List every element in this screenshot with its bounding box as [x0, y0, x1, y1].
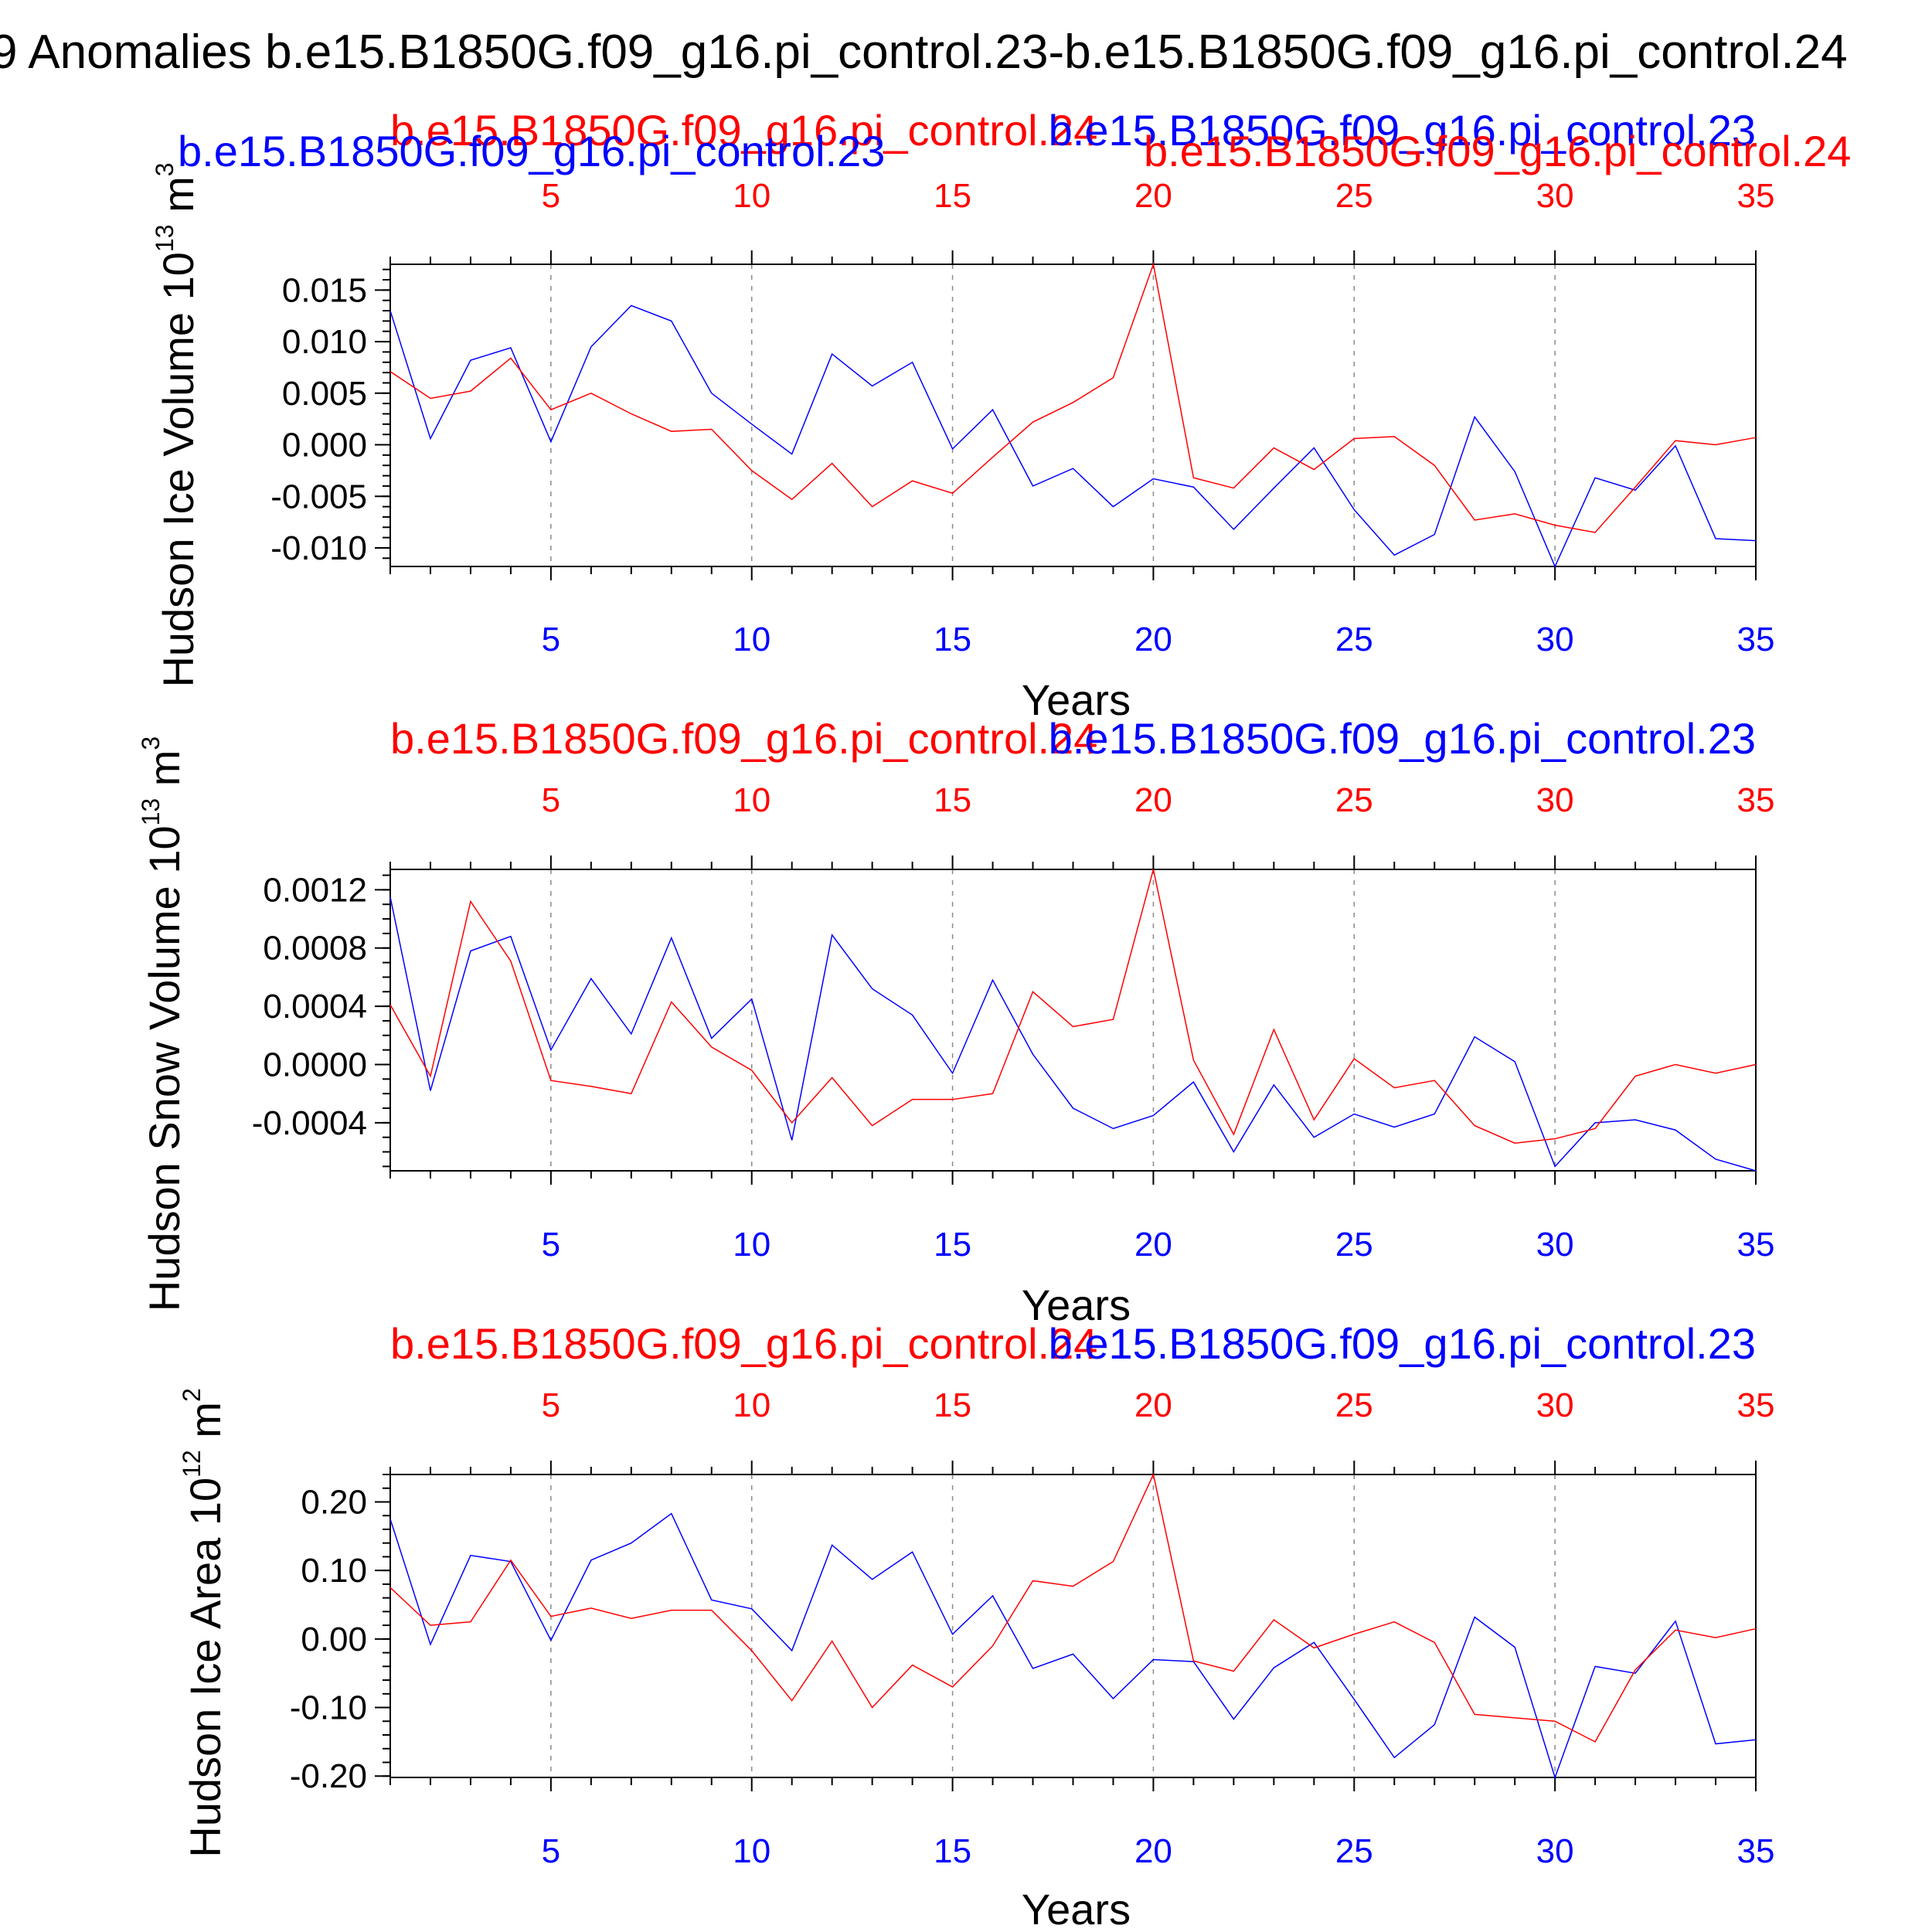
x-tick-label-top: 25 [1335, 781, 1373, 819]
x-tick-label: 5 [542, 621, 560, 658]
x-tick-label-top: 30 [1536, 177, 1574, 215]
y-axis-label-ylabel-unit-exp: 3 [151, 162, 179, 176]
y-tick-label: -0.20 [290, 1757, 367, 1795]
x-tick-label-top: 10 [733, 781, 770, 819]
x-tick-label: 5 [542, 1832, 560, 1870]
x-tick-label: 25 [1335, 1226, 1373, 1264]
panel-title-right: b.e15.B1850G.f09_g16.pi_control.23 [1049, 106, 1756, 155]
y-tick-label: -0.005 [270, 478, 367, 515]
x-tick-label-top: 30 [1536, 781, 1574, 819]
x-tick-label: 10 [733, 1226, 770, 1264]
series-line-run23 [389, 1512, 1757, 1780]
figure-title: 9 Anomalies b.e15.B1850G.f09_g16.pi_cont… [0, 26, 1848, 79]
x-tick-label-top: 15 [934, 781, 971, 819]
panel-title-left: b.e15.B1850G.f09_g16.pi_control.24 [390, 714, 1097, 763]
x-tick-label-top: 10 [733, 177, 770, 215]
x-tick-label: 25 [1335, 1832, 1373, 1870]
panel-3: 5 5 10 10 15 15 20 20 25 25 30 30 35 35 -0.20 -0.10 0.00… [178, 1319, 1774, 1932]
y-tick-label: 0.20 [301, 1483, 367, 1521]
y-axis-label-ylabel-exp: 13 [151, 224, 179, 252]
y-axis-label: Hudson Snow Volume 1013 m3 [137, 736, 189, 1311]
y-axis-label-ylabel-main: Hudson Ice Volume 10 [154, 252, 202, 687]
plot-frame [389, 1474, 1757, 1778]
y-tick-label: 0.0000 [263, 1046, 367, 1083]
x-tick-label: 20 [1134, 1226, 1172, 1264]
x-tick-label-top: 20 [1134, 781, 1172, 819]
y-tick-label: 0.010 [282, 323, 367, 361]
y-tick-label: 0.015 [282, 271, 367, 309]
panel-2: 5 5 10 10 15 15 20 20 25 25 30 30 35 35 -0.0004 0.0000 0… [137, 714, 1774, 1329]
y-axis-label-ylabel-exp: 13 [137, 798, 165, 826]
series-line-run24 [389, 1472, 1757, 1743]
y-tick-label: 0.0012 [263, 871, 367, 909]
x-tick-label-top: 35 [1737, 1386, 1775, 1424]
y-axis-label-ylabel-unit-exp: 3 [137, 736, 165, 750]
x-tick-label: 20 [1134, 1832, 1172, 1870]
series-line-run23 [389, 896, 1757, 1172]
x-axis-label: Years [1022, 1281, 1131, 1329]
x-tick-label-top: 25 [1335, 1386, 1373, 1424]
x-tick-label-top: 20 [1134, 177, 1172, 215]
y-tick-label: -0.0004 [252, 1104, 367, 1142]
series-line-run23 [389, 304, 1757, 568]
x-tick-label-top: 15 [934, 177, 971, 215]
y-axis-label-ylabel-unit: m [181, 1402, 230, 1450]
x-tick-label: 5 [542, 1226, 560, 1264]
x-tick-label-top: 5 [542, 781, 560, 819]
x-tick-label-top: 20 [1134, 1386, 1172, 1424]
x-tick-label: 25 [1335, 621, 1373, 658]
y-tick-label: -0.010 [270, 529, 367, 567]
x-tick-label-top: 30 [1536, 1386, 1574, 1424]
plot-frame [389, 264, 1757, 567]
x-tick-label-top: 5 [542, 177, 560, 215]
panel-1: 5 5 10 10 15 15 20 20 25 25 30 30 35 35 -0.010 -0.005 0.… [151, 106, 1851, 724]
panel-title-overlap-left: b.e15.B1850G.f09_g16.pi_control.23 [178, 127, 885, 175]
x-tick-label: 15 [934, 621, 971, 658]
x-tick-label: 10 [733, 1832, 770, 1870]
x-axis-label: Years [1022, 1885, 1131, 1932]
x-axis-label: Years [1022, 675, 1131, 724]
y-axis-label: Hudson Ice Volume 1013 m3 [151, 162, 202, 687]
x-tick-label: 15 [934, 1226, 971, 1264]
y-tick-label: -0.10 [290, 1689, 367, 1727]
x-tick-label-top: 35 [1737, 177, 1775, 215]
y-axis-label-ylabel-main: Hudson Ice Area 10 [181, 1478, 230, 1858]
y-tick-label: 0.00 [301, 1621, 367, 1658]
y-axis-label-ylabel-main: Hudson Snow Volume 10 [140, 825, 189, 1311]
y-tick-label: 0.000 [282, 427, 367, 464]
x-tick-label: 30 [1536, 1832, 1574, 1870]
x-tick-label: 20 [1134, 621, 1172, 658]
panel-title-right: b.e15.B1850G.f09_g16.pi_control.23 [1049, 714, 1756, 763]
x-tick-label: 10 [733, 621, 770, 658]
x-tick-label: 30 [1536, 621, 1574, 658]
x-tick-label: 35 [1737, 621, 1775, 658]
y-axis-label: Hudson Ice Area 1012 m2 [178, 1388, 230, 1858]
x-tick-label-top: 15 [934, 1386, 971, 1424]
panel-title-left: b.e15.B1850G.f09_g16.pi_control.24 [390, 106, 1097, 155]
x-tick-label: 30 [1536, 1226, 1574, 1264]
y-tick-label: 0.005 [282, 375, 367, 413]
x-tick-label: 35 [1737, 1832, 1775, 1870]
panel-title-overlap-right: b.e15.B1850G.f09_g16.pi_control.24 [1144, 127, 1851, 175]
panel-title-left: b.e15.B1850G.f09_g16.pi_control.24 [390, 1319, 1097, 1368]
plot-frame [389, 869, 1757, 1172]
series-line-run24 [389, 262, 1757, 533]
x-tick-label: 15 [934, 1832, 971, 1870]
panel-title-right: b.e15.B1850G.f09_g16.pi_control.23 [1049, 1319, 1756, 1368]
x-tick-label-top: 10 [733, 1386, 770, 1424]
y-tick-label: 0.10 [301, 1552, 367, 1590]
y-axis-label-ylabel-exp: 12 [178, 1450, 206, 1478]
y-axis-label-ylabel-unit: m [154, 176, 202, 224]
x-tick-label: 35 [1737, 1226, 1775, 1264]
y-tick-label: 0.0004 [263, 988, 367, 1026]
x-tick-label-top: 25 [1335, 177, 1373, 215]
y-axis-label-ylabel-unit: m [140, 750, 189, 798]
y-axis-label-ylabel-unit-exp: 2 [178, 1388, 206, 1402]
series-line-run24 [389, 869, 1757, 1144]
y-tick-label: 0.0008 [263, 930, 367, 968]
x-tick-label-top: 5 [542, 1386, 560, 1424]
x-tick-label-top: 35 [1737, 781, 1775, 819]
